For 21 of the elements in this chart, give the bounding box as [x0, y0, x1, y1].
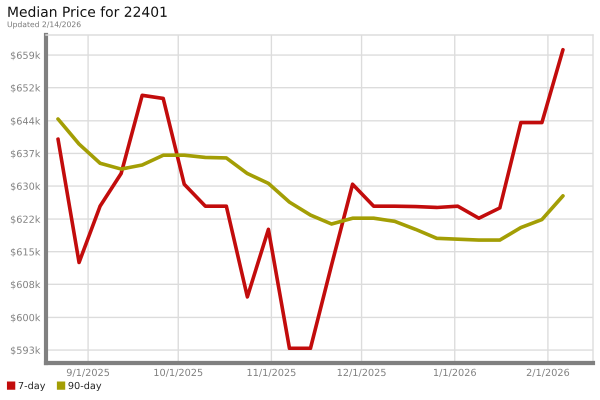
x-tick-label: 9/1/2025 [66, 368, 110, 377]
x-tick-label: 2/1/2026 [526, 368, 570, 377]
y-tick-label: $600k [10, 314, 40, 323]
chart-title: Median Price for 22401 [8, 6, 167, 18]
y-tick-label: $608k [10, 280, 40, 290]
y-tick-label: $593k [10, 346, 40, 356]
y-tick-label: $630k [10, 182, 40, 192]
y-tick-label: $615k [10, 248, 40, 257]
legend-label: 7-day [18, 382, 46, 392]
y-tick-label: $644k [10, 117, 40, 126]
y-tick-label: $637k [10, 150, 40, 159]
legend-label: 90-day [68, 382, 102, 392]
y-tick-label: $622k [10, 215, 40, 224]
x-tick-label: 12/1/2025 [338, 368, 386, 377]
y-tick-label: $659k [10, 51, 40, 60]
x-tick-label: 10/1/2025 [154, 368, 202, 377]
line-series [56, 48, 565, 350]
y-tick-label: $652k [10, 84, 40, 93]
x-tick-label: 11/1/2025 [248, 368, 296, 377]
x-tick-label: 1/1/2026 [434, 368, 476, 377]
line-series [56, 117, 565, 242]
